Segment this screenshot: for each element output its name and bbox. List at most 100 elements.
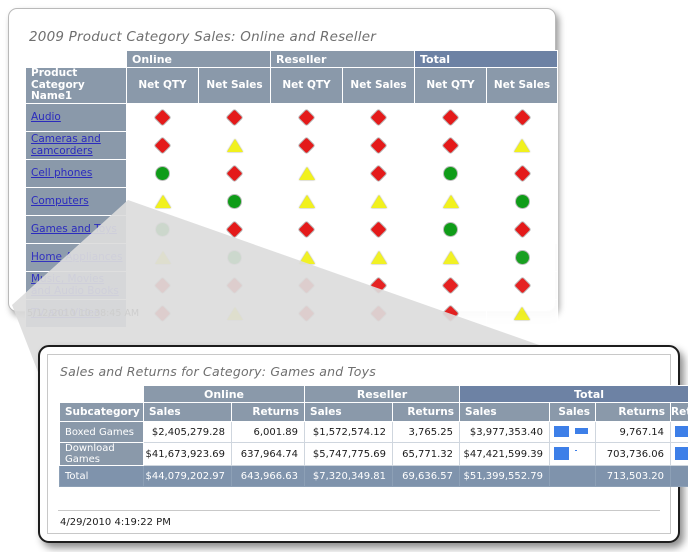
kpi-cell	[342, 158, 416, 188]
total-returns-bar-cell	[670, 421, 688, 443]
triangle-kpi-icon	[298, 194, 315, 208]
kpi-cell	[342, 298, 416, 328]
product-category-cell[interactable]: Home Appliances	[25, 242, 127, 272]
diamond-kpi-icon	[370, 109, 387, 125]
kpi-cell	[126, 158, 199, 188]
bottom-col-reseller-sales[interactable]: Sales	[304, 402, 394, 422]
diamond-kpi-icon	[298, 137, 315, 153]
table-row: Boxed Games $2,405,279.28 6,001.89 $1,572,5…	[59, 421, 688, 443]
product-category-link[interactable]: Audio	[31, 111, 61, 123]
sales-returns-matrix: Online Reseller Total Subcategory Sales …	[59, 385, 688, 487]
product-category-cell[interactable]: Games and Toys	[25, 214, 127, 244]
bottom-col-online-sales[interactable]: Sales	[143, 402, 232, 422]
diamond-kpi-icon	[154, 137, 171, 153]
triangle-kpi-icon	[298, 250, 315, 264]
bottom-group-total: Total	[459, 385, 688, 403]
circle-kpi-icon	[228, 194, 241, 208]
circle-kpi-icon	[515, 250, 529, 264]
bottom-group-online: Online	[142, 385, 306, 403]
top-col-online-netqty[interactable]: Net QTY	[126, 67, 199, 104]
mini-bar-primary	[553, 425, 570, 438]
top-corner-cell	[25, 50, 127, 68]
circle-kpi-icon	[444, 166, 458, 180]
kpi-cell	[342, 186, 416, 216]
kpi-cell	[126, 270, 199, 300]
product-category-cell[interactable]: Cell phones	[25, 158, 127, 188]
product-category-link[interactable]: Home Appliances	[31, 251, 123, 263]
diamond-kpi-icon	[370, 165, 387, 181]
kpi-cell	[414, 214, 488, 244]
diamond-kpi-icon	[514, 277, 530, 293]
product-category-cell[interactable]: Music, Movies and Audio Books	[25, 270, 127, 300]
bottom-col-online-returns[interactable]: Returns	[230, 402, 306, 422]
bottom-col-total-sales-bar[interactable]: Sales	[549, 402, 597, 422]
table-row: Download Games $41,673,923.69 637,964.74 $5…	[59, 442, 688, 466]
bottom-col-total-sales[interactable]: Sales	[459, 402, 551, 422]
bottom-footer-divider	[58, 510, 660, 511]
bottom-col-reseller-returns[interactable]: Returns	[392, 402, 461, 422]
kpi-cell	[342, 214, 416, 244]
total-returns-cell: 9,767.14	[595, 421, 672, 443]
top-col-reseller-netqty[interactable]: Net QTY	[270, 67, 344, 104]
product-category-link[interactable]: Music, Movies and Audio Books	[31, 273, 119, 297]
reseller-sales-cell: $1,572,574.12	[304, 421, 394, 443]
top-group-total: Total	[414, 50, 559, 68]
table-row: Cameras and camcorders	[25, 130, 559, 160]
kpi-cell	[342, 102, 416, 132]
diamond-kpi-icon	[442, 137, 459, 153]
online-returns-cell: 6,001.89	[230, 421, 306, 443]
product-category-link[interactable]: Games and Toys	[31, 223, 117, 235]
product-category-cell[interactable]: Audio	[25, 102, 127, 132]
kpi-cell	[486, 298, 559, 328]
top-group-header-row: Online Reseller Total	[25, 50, 559, 68]
product-category-matrix: Online Reseller Total Product Category N…	[25, 50, 559, 328]
product-category-link[interactable]: Cell phones	[31, 167, 93, 179]
product-category-link[interactable]: Cameras and camcorders	[31, 133, 101, 157]
bottom-table-body: Boxed Games $2,405,279.28 6,001.89 $1,572,5…	[59, 421, 688, 487]
kpi-cell	[270, 214, 344, 244]
triangle-kpi-icon	[442, 250, 459, 264]
online-sales-cell: $2,405,279.28	[143, 421, 232, 443]
bottom-col-total-returns[interactable]: Returns	[595, 402, 672, 422]
kpi-cell	[270, 130, 344, 160]
kpi-cell	[270, 186, 344, 216]
total-returns-cell: 713,503.20	[595, 465, 672, 487]
diamond-kpi-icon	[370, 277, 387, 293]
reseller-sales-cell: $7,320,349.81	[304, 465, 394, 487]
mini-bar-primary	[674, 425, 688, 438]
kpi-cell	[126, 102, 199, 132]
diamond-kpi-icon	[514, 165, 530, 181]
online-sales-cell: $44,079,202.97	[143, 465, 232, 487]
triangle-kpi-icon	[370, 250, 387, 264]
total-sales-cell: $47,421,599.39	[459, 442, 551, 466]
bottom-row-header-label: Subcategory	[59, 402, 144, 422]
kpi-cell	[486, 214, 559, 244]
triangle-kpi-icon	[514, 138, 531, 152]
diamond-kpi-icon	[298, 305, 315, 321]
kpi-cell	[486, 186, 559, 216]
subcategory-cell: Boxed Games	[59, 421, 144, 443]
reseller-returns-cell: 3,765.25	[392, 421, 461, 443]
diamond-kpi-icon	[442, 305, 459, 321]
product-category-cell[interactable]: Cameras and camcorders	[25, 130, 127, 160]
top-col-online-netsales[interactable]: Net Sales	[197, 67, 272, 104]
top-col-reseller-netsales[interactable]: Net Sales	[342, 67, 416, 104]
top-col-total-netsales[interactable]: Net Sales	[486, 67, 559, 104]
kpi-cell	[414, 298, 488, 328]
product-category-cell[interactable]: Computers	[25, 186, 127, 216]
top-report-panel: 2009 Product Category Sales: Online and …	[8, 8, 559, 328]
top-col-total-netqty[interactable]: Net QTY	[414, 67, 488, 104]
mini-bar-secondary	[574, 449, 578, 452]
bottom-corner-cell	[59, 385, 144, 403]
diamond-kpi-icon	[154, 109, 171, 125]
bottom-sub-header-row: Subcategory Sales Returns Sales Returns …	[59, 402, 688, 422]
top-group-online: Online	[125, 50, 272, 68]
table-row: Music, Movies and Audio Books	[25, 270, 559, 300]
kpi-cell	[197, 214, 272, 244]
kpi-cell	[414, 270, 488, 300]
bottom-col-total-returns-bar[interactable]: Returns	[670, 402, 688, 422]
product-category-link[interactable]: Computers	[31, 195, 89, 207]
top-report-timestamp: 5/12/2010 10:38:45 AM	[27, 308, 140, 319]
total-sales-bar-cell	[549, 421, 597, 443]
